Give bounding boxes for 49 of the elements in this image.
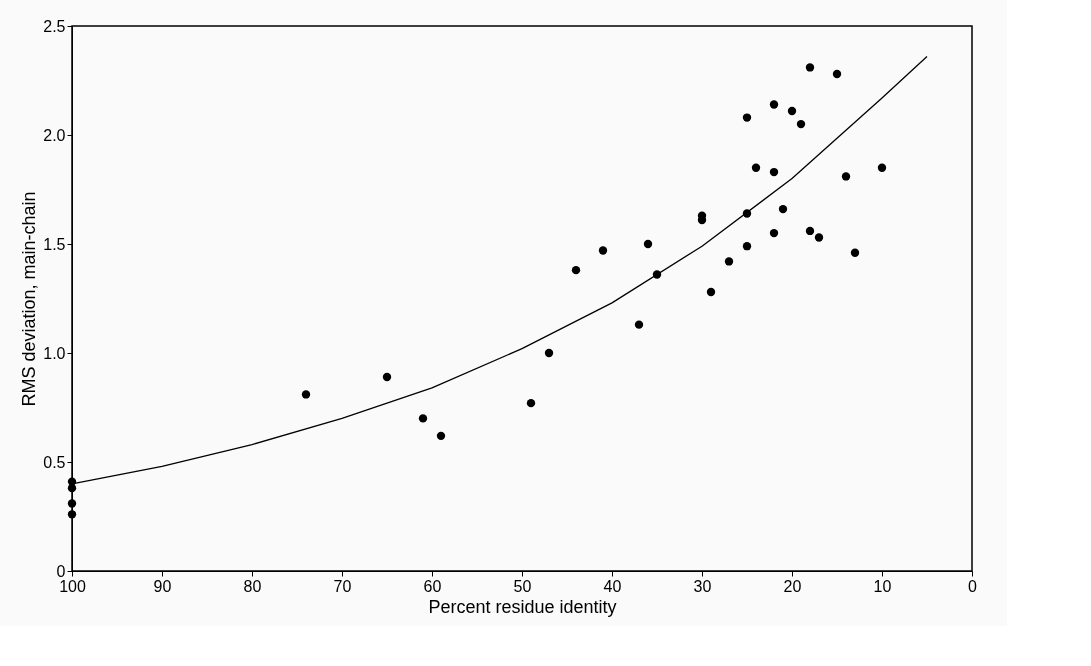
point xyxy=(742,242,752,251)
point xyxy=(769,167,779,177)
point xyxy=(634,320,644,329)
y-tick-label: 1.5 xyxy=(43,235,66,253)
x-tick-label: 50 xyxy=(513,577,532,595)
y-tick-label: 2.5 xyxy=(43,17,66,35)
x-tick-label: 20 xyxy=(783,577,802,595)
point xyxy=(841,172,851,181)
point xyxy=(724,257,734,266)
point xyxy=(769,228,779,238)
x-tick-label: 40 xyxy=(603,577,622,595)
y-tick-label: 2.0 xyxy=(43,126,66,144)
point xyxy=(301,390,311,399)
x-tick-label: 80 xyxy=(243,577,262,595)
point xyxy=(526,398,536,408)
point xyxy=(382,372,392,382)
x-tick-label: 70 xyxy=(333,577,352,595)
point xyxy=(67,499,77,508)
point xyxy=(643,239,653,249)
point xyxy=(706,287,716,297)
x-tick-label: 0 xyxy=(968,577,978,595)
point xyxy=(571,265,581,275)
point xyxy=(598,246,608,255)
x-tick-label: 30 xyxy=(693,577,712,595)
point xyxy=(796,119,806,129)
point xyxy=(850,248,860,257)
point xyxy=(805,226,815,236)
y-tick-label: 0 xyxy=(56,562,66,580)
x-tick-label: 60 xyxy=(423,577,442,595)
y-tick-label: 1.0 xyxy=(43,344,66,362)
point xyxy=(814,233,824,242)
point xyxy=(418,414,428,423)
y-axis-title: RMS deviation, main-chain xyxy=(19,191,40,407)
point xyxy=(778,204,788,214)
x-tick-label: 100 xyxy=(59,577,86,595)
x-axis-title: Percent residue identity xyxy=(428,596,617,617)
point xyxy=(832,69,842,79)
point xyxy=(769,100,779,109)
point xyxy=(544,348,554,358)
x-tick-label: 10 xyxy=(873,577,892,595)
point xyxy=(877,163,887,172)
point xyxy=(787,106,797,116)
point xyxy=(67,510,77,519)
point xyxy=(751,163,761,172)
point xyxy=(742,113,752,122)
point xyxy=(805,63,815,72)
x-tick-label: 90 xyxy=(153,577,172,595)
y-tick-label: 0.5 xyxy=(43,453,66,471)
point xyxy=(436,431,446,441)
